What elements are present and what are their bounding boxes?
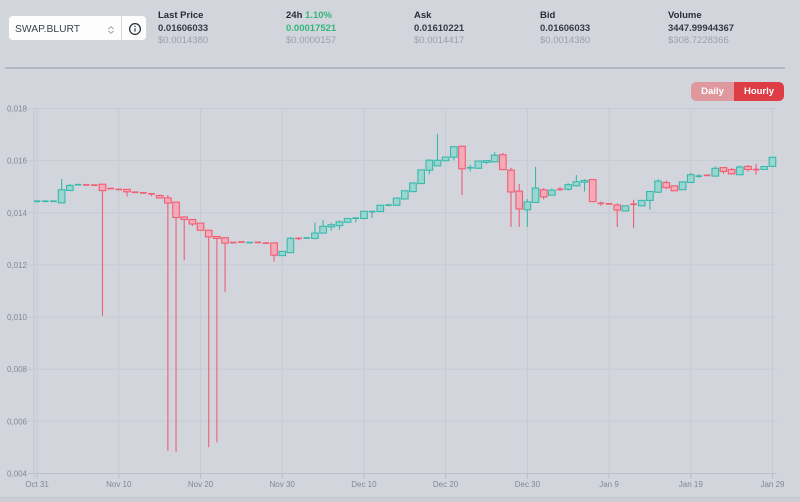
svg-text:Nov 20: Nov 20: [188, 480, 214, 489]
svg-text:Jan 29: Jan 29: [760, 480, 785, 489]
svg-text:0,012: 0,012: [7, 261, 28, 270]
svg-text:0,014: 0,014: [7, 209, 28, 218]
svg-text:0,008: 0,008: [7, 365, 28, 374]
svg-text:0,016: 0,016: [7, 157, 28, 166]
svg-text:0,018: 0,018: [7, 105, 28, 114]
svg-text:Nov 30: Nov 30: [270, 480, 296, 489]
svg-text:Jan 19: Jan 19: [679, 480, 704, 489]
svg-text:Nov 10: Nov 10: [106, 480, 132, 489]
svg-text:0,010: 0,010: [7, 313, 28, 322]
svg-text:0,006: 0,006: [7, 417, 28, 426]
svg-text:Dec 30: Dec 30: [515, 480, 541, 489]
svg-text:0,004: 0,004: [7, 470, 28, 479]
svg-text:Dec 10: Dec 10: [351, 480, 377, 489]
svg-text:Dec 20: Dec 20: [433, 480, 459, 489]
svg-text:Jan 9: Jan 9: [599, 480, 619, 489]
svg-text:Oct 31: Oct 31: [25, 480, 49, 489]
